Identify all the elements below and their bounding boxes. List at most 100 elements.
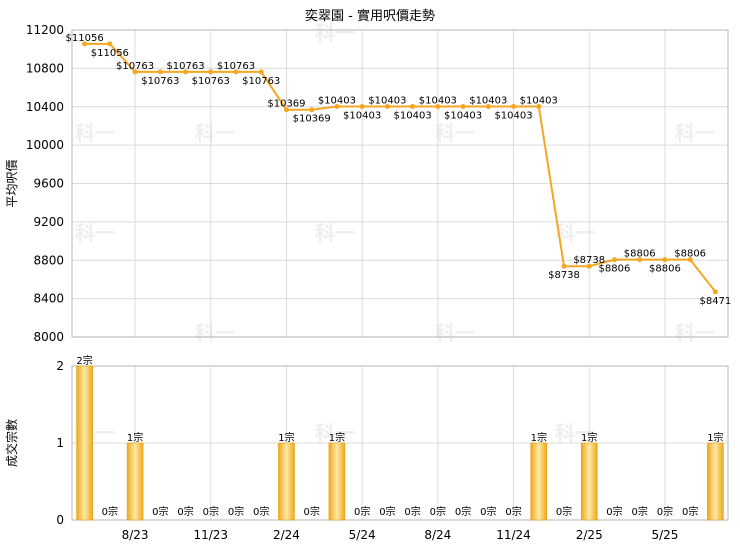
count-data-label: 0宗: [253, 505, 269, 518]
count-axis-title: 成交宗數: [4, 419, 19, 467]
price-point: [586, 263, 592, 269]
bar-layer: [76, 365, 724, 521]
watermark-text: 科一: [435, 121, 475, 145]
price-axis-title: 平均呎價: [5, 159, 19, 207]
count-data-label: 0宗: [404, 505, 420, 518]
count-tick-label: 1: [56, 436, 64, 450]
price-point: [107, 41, 113, 47]
x-tick-label: 5/24: [349, 528, 376, 542]
price-data-label: $8806: [649, 264, 681, 275]
count-data-label: 0宗: [152, 505, 168, 518]
watermark-text: 科一: [555, 421, 595, 445]
price-data-label: $10763: [116, 61, 154, 72]
price-data-label: $10763: [217, 61, 255, 72]
count-bar: [580, 442, 598, 521]
price-point: [208, 69, 214, 75]
frame-layer: [71, 29, 729, 521]
price-data-label: $10403: [368, 95, 406, 106]
price-point: [460, 103, 466, 109]
count-data-label: 0宗: [379, 505, 395, 518]
price-data-label: $10403: [318, 95, 356, 106]
price-point: [611, 257, 617, 263]
axis-layer: 8000 8400 8800 9200 9600 10000 10400 10800 11200…: [4, 23, 678, 542]
price-data-label: $8738: [573, 255, 605, 266]
count-data-label: 0宗: [606, 505, 622, 518]
count-bar: [126, 442, 144, 521]
grid-layer: [72, 29, 728, 521]
price-data-label: $10403: [394, 110, 432, 121]
count-data-label: 0宗: [455, 505, 471, 518]
price-data-label: $8806: [674, 249, 706, 260]
price-point: [485, 103, 491, 109]
x-tick-label: 11/24: [496, 528, 531, 542]
watermark-text: 科一: [555, 221, 595, 245]
price-point: [384, 103, 390, 109]
count-data-label: 0宗: [102, 505, 118, 518]
price-series-line: [84, 42, 717, 293]
price-data-label: $10403: [520, 95, 558, 106]
count-bar: [328, 442, 346, 521]
count-data-label: 0宗: [556, 505, 572, 518]
price-tick-label: 9200: [33, 215, 64, 229]
count-data-label: 0宗: [177, 505, 193, 518]
watermark-text: 科一: [75, 221, 115, 245]
watermark-text: 科一: [75, 121, 115, 145]
price-point: [132, 69, 138, 75]
count-data-label: 0宗: [632, 505, 648, 518]
price-point: [334, 103, 340, 109]
count-data-label: 0宗: [480, 505, 496, 518]
x-tick-label: 2/24: [273, 528, 300, 542]
count-data-label: 1宗: [278, 431, 294, 444]
count-data-label: 1宗: [531, 431, 547, 444]
count-bar: [278, 442, 295, 521]
count-data-label: 0宗: [430, 505, 446, 518]
price-point: [435, 103, 441, 109]
count-data-label: 1宗: [127, 431, 143, 444]
price-point: [687, 257, 693, 263]
count-data-label: 1宗: [329, 431, 345, 444]
price-point: [82, 41, 88, 47]
price-tick-label: 8000: [33, 330, 64, 344]
price-point: [359, 103, 365, 109]
price-data-label: $10763: [141, 76, 179, 87]
price-data-label: $8806: [599, 264, 631, 275]
price-tick-label: 9600: [33, 177, 64, 191]
count-data-label: 0宗: [228, 505, 244, 518]
count-data-label: 1宗: [581, 431, 597, 444]
price-data-label: $10763: [192, 76, 230, 87]
label-layer: 2宗 0宗 1宗 0宗 0宗 0宗 0宗 0宗 1宗 0宗 1宗 0宗 0宗 0宗 0宗 0宗 0宗 0宗 1宗 0宗…: [66, 33, 732, 518]
price-point: [283, 107, 289, 113]
price-point: [410, 103, 416, 109]
price-tick-label: 10400: [26, 100, 64, 114]
price-point: [637, 257, 643, 263]
watermark-text: 科一: [315, 21, 355, 45]
price-point: [662, 257, 668, 263]
count-data-label: 2宗: [76, 354, 92, 367]
count-bar: [530, 442, 548, 521]
price-data-label: $10763: [166, 61, 204, 72]
count-tick-label: 0: [56, 513, 64, 527]
price-tick-label: 11200: [26, 23, 64, 37]
watermark-text: 科一: [195, 121, 235, 145]
watermark-text: 科一: [195, 321, 235, 345]
price-point: [233, 69, 239, 75]
x-tick-label: 5/25: [651, 528, 678, 542]
price-data-label: $10763: [242, 76, 280, 87]
price-point: [712, 289, 718, 295]
price-point: [511, 103, 517, 109]
watermark-text: 科一: [435, 321, 475, 345]
price-data-label: $11056: [66, 33, 104, 44]
watermark-text: 科一: [675, 321, 715, 345]
price-tick-label: 8800: [33, 253, 64, 267]
price-data-label: $10403: [343, 110, 381, 121]
price-tick-label: 10800: [26, 61, 64, 75]
price-point: [309, 107, 315, 113]
count-data-label: 0宗: [304, 505, 320, 518]
count-tick-label: 2: [56, 359, 64, 373]
chart-title: 奕翠園 - 實用呎價走勢: [305, 8, 435, 24]
count-data-label: 0宗: [505, 505, 521, 518]
line-layer: [82, 41, 718, 295]
